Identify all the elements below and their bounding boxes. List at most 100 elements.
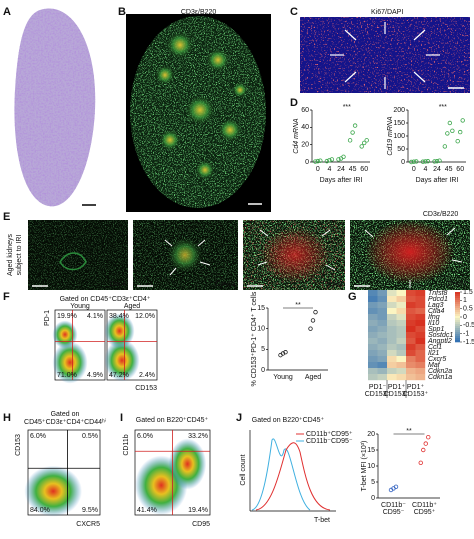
heatmap-cell bbox=[387, 350, 397, 357]
heatmap-cell bbox=[377, 344, 388, 351]
density bbox=[52, 341, 88, 384]
quadrant-label: 47.2% bbox=[109, 372, 129, 379]
y-tick-label: 50 bbox=[397, 146, 405, 153]
data-point bbox=[445, 131, 450, 136]
x-tick-label: CD95⁺ bbox=[414, 509, 436, 516]
heatmap-cell bbox=[377, 350, 388, 357]
heatmap-cell bbox=[396, 332, 407, 339]
data-point bbox=[434, 159, 440, 164]
x-tick-label: 0 bbox=[316, 166, 320, 173]
colorbar-label: 0.5 bbox=[463, 306, 473, 313]
heatmap-cell bbox=[396, 350, 407, 357]
heatmap-cell bbox=[377, 320, 388, 327]
group-label: PD1⁻ bbox=[369, 384, 387, 391]
heatmap-cell bbox=[396, 302, 407, 309]
heatmap-cell bbox=[396, 374, 407, 381]
quadrant-label: 19.9% bbox=[57, 313, 77, 320]
colorbar-step bbox=[455, 328, 460, 331]
colorbar-step bbox=[455, 326, 460, 329]
heatmap-cell bbox=[406, 296, 416, 303]
heatmap-cell bbox=[387, 332, 397, 339]
y-tick-label: 150 bbox=[393, 120, 405, 127]
data-point bbox=[460, 118, 465, 123]
heatmap-cell bbox=[415, 374, 426, 381]
x-tick-label: 45 bbox=[445, 166, 453, 173]
y-tick-label: 10 bbox=[367, 463, 375, 470]
panel-label: I bbox=[120, 412, 123, 424]
x-tick-label: Aged bbox=[305, 374, 321, 381]
heatmap-cell bbox=[387, 302, 397, 309]
day-label: Day45 bbox=[323, 281, 343, 288]
heatmap-cell bbox=[387, 290, 397, 297]
data-point bbox=[315, 158, 320, 164]
panel-label: F bbox=[3, 291, 10, 303]
heatmap-cell bbox=[377, 332, 388, 339]
data-point bbox=[324, 158, 330, 164]
stain-label: /B220 bbox=[440, 211, 458, 218]
significance: ** bbox=[295, 302, 301, 309]
day-label: Day60 bbox=[448, 281, 468, 288]
colorbar-step bbox=[455, 336, 460, 339]
y-tick-label: 20 bbox=[367, 431, 375, 438]
day-label: Day24 bbox=[216, 281, 236, 288]
heatmap-cell bbox=[387, 326, 397, 333]
heatmap-cell bbox=[377, 290, 388, 297]
gene-label: Spp1 bbox=[428, 326, 444, 333]
data-point bbox=[450, 128, 455, 133]
data-point bbox=[437, 158, 442, 163]
gene-label: Pdcd1 bbox=[428, 296, 448, 303]
stain-label: /B220 bbox=[198, 9, 216, 16]
heatmap-cell bbox=[368, 296, 378, 303]
heatmap-cell bbox=[406, 362, 416, 369]
density bbox=[104, 313, 135, 349]
quadrant-label: 9.5% bbox=[82, 507, 98, 514]
y-tick-label: 60 bbox=[301, 107, 309, 114]
heatmap-cell bbox=[415, 368, 426, 375]
heatmap-cell bbox=[406, 356, 416, 363]
colorbar-label: -0.5 bbox=[463, 322, 474, 329]
data-point bbox=[347, 138, 353, 143]
gene-label: Il10 bbox=[428, 320, 439, 327]
heatmap-cell bbox=[377, 314, 388, 321]
heatmap-cell bbox=[396, 326, 407, 333]
y-axis-label: PD-1 bbox=[44, 310, 51, 326]
quadrant-label: 4.9% bbox=[87, 372, 103, 379]
x-axis-label: T-bet bbox=[314, 517, 330, 524]
heatmap-cell bbox=[415, 314, 426, 321]
colorbar-step bbox=[455, 292, 460, 295]
data-point bbox=[327, 158, 332, 163]
colorbar-step bbox=[455, 300, 460, 303]
group-label: PD1⁺ bbox=[407, 384, 425, 391]
heatmap-cell bbox=[368, 344, 378, 351]
x-axis-label: CD95 bbox=[192, 521, 210, 528]
heatmap-cell bbox=[368, 332, 378, 339]
colorbar-step bbox=[455, 310, 460, 313]
colorbar-step bbox=[455, 294, 460, 297]
panel-label: A bbox=[3, 6, 11, 18]
heatmap-cell bbox=[406, 320, 416, 327]
heatmap-cell bbox=[415, 344, 426, 351]
gene-label: Ccl1 bbox=[428, 344, 442, 351]
y-tick-label: 20 bbox=[301, 142, 309, 149]
gene-label: Cxcr5 bbox=[428, 356, 446, 363]
gene-label: Il21 bbox=[428, 350, 439, 357]
panel-label: E bbox=[3, 211, 10, 223]
colorbar-step bbox=[455, 306, 460, 309]
heatmap-cell bbox=[368, 362, 378, 369]
data-point bbox=[423, 441, 428, 446]
x-tick-label: Young bbox=[273, 374, 293, 381]
data-point bbox=[411, 159, 416, 164]
heatmap-cell bbox=[377, 308, 388, 315]
group-label: PD1⁺ bbox=[388, 384, 406, 391]
y-axis-label: % CD153⁺PD-1⁺ CD4⁺ T cells bbox=[251, 291, 258, 386]
heatmap-cell bbox=[387, 344, 397, 351]
colorbar-label: -1.5 bbox=[463, 339, 474, 346]
heatmap-cell bbox=[387, 362, 397, 369]
quadrant-label: 6.0% bbox=[30, 433, 46, 440]
quadrant-label: 41.4% bbox=[137, 507, 157, 514]
y-tick-label: 0 bbox=[305, 159, 309, 166]
data-point bbox=[432, 159, 437, 164]
group-label: CD153⁻ bbox=[384, 391, 410, 398]
heatmap-cell bbox=[368, 326, 378, 333]
stain-label: /DAPI bbox=[385, 9, 403, 16]
